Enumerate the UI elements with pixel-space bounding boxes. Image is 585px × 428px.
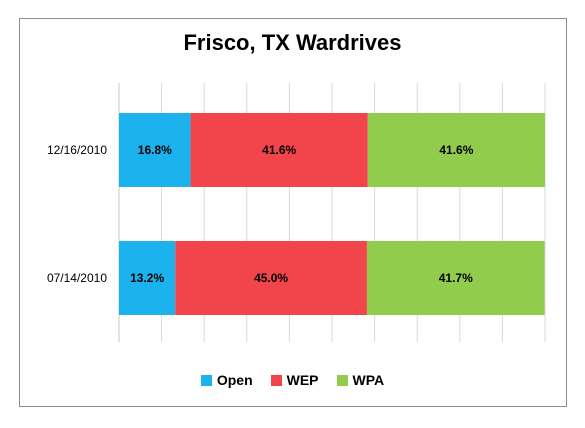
bar-segment-open [119, 241, 176, 315]
bar-segment-open [119, 113, 191, 187]
legend-swatch [200, 374, 212, 386]
legend-label: WEP [286, 372, 319, 388]
legend-item-open: Open [200, 372, 253, 388]
category-label: 12/16/2010 [47, 143, 107, 157]
data-label: 41.6% [439, 143, 473, 157]
bar-segment-wep [190, 113, 368, 187]
bar-segment-wpa [366, 241, 545, 315]
category-label: 07/14/2010 [47, 271, 107, 285]
bar-segment-wpa [367, 113, 545, 187]
data-label: 45.0% [254, 271, 288, 285]
legend: Open WEP WPA [0, 372, 585, 388]
legend-swatch [336, 374, 348, 386]
data-label: 41.6% [262, 143, 296, 157]
legend-item-wpa: WPA [336, 372, 385, 388]
legend-item-wep: WEP [270, 372, 319, 388]
data-label: 16.8% [138, 143, 172, 157]
data-label: 41.7% [439, 271, 473, 285]
legend-label: Open [216, 372, 253, 388]
data-label: 13.2% [130, 271, 164, 285]
bar-segment-wep [175, 241, 367, 315]
legend-label: WPA [352, 372, 385, 388]
chart-frame [19, 18, 567, 407]
legend-swatch [270, 374, 282, 386]
chart-title: Frisco, TX Wardrives [183, 30, 402, 55]
